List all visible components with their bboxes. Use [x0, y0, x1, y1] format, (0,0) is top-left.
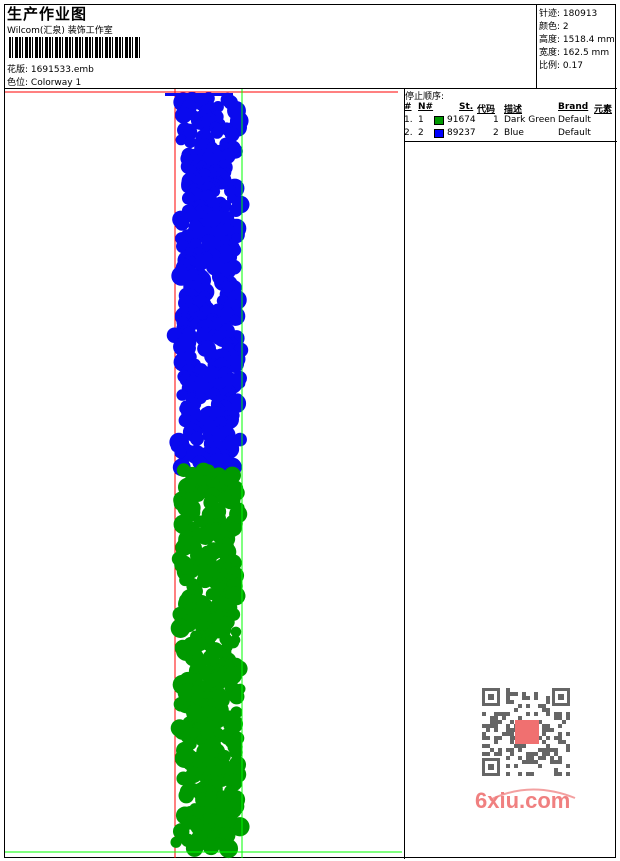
blue-stitch — [229, 314, 241, 326]
blue-stitch — [175, 106, 192, 124]
blue-stitch — [184, 136, 197, 149]
blue-stitch — [224, 126, 240, 142]
blue-stitch — [174, 216, 190, 231]
green-stitch — [218, 491, 233, 506]
green-stitch — [225, 587, 239, 601]
watermark-text: 6xiu.com — [475, 788, 571, 813]
table-divider — [404, 141, 617, 142]
table-row: 2. 2 89237 2 Blue Default — [404, 128, 591, 138]
green-stitch — [230, 626, 242, 638]
table-header: # N# St. 代码 描述 Brand 元素 — [404, 102, 613, 115]
blue-stitch — [189, 431, 205, 446]
green-stitch — [178, 787, 195, 804]
design-value: 1691533.emb — [30, 65, 94, 75]
qr-watermark: 6xiu.com — [470, 680, 585, 815]
green-stitch — [233, 820, 248, 835]
panel-divider — [404, 88, 405, 859]
stop-sequence-table: 停止顺序: # N# St. 代码 描述 Brand 元素 1. 1 91674… — [404, 89, 617, 141]
blue-stitch — [175, 134, 187, 146]
green-stitch — [218, 749, 231, 763]
info-divider — [536, 4, 537, 89]
blue-stitch — [229, 203, 243, 218]
green-stitch — [205, 588, 218, 601]
green-stitch — [228, 688, 245, 705]
colorway-value: Colorway 1 — [30, 78, 82, 88]
green-stitch — [196, 571, 214, 589]
design-label: 花版: — [7, 65, 29, 75]
blue-stitch — [210, 126, 224, 139]
table-title: 停止顺序: — [405, 92, 445, 102]
blue-stitch — [192, 253, 209, 271]
green-stitch — [170, 836, 182, 848]
green-stitch — [202, 838, 220, 856]
green-stitch — [229, 745, 243, 760]
page-frame — [4, 4, 616, 858]
green-stitch — [185, 839, 204, 857]
green-stitch — [177, 624, 189, 637]
barcode — [9, 37, 140, 58]
qr-code-icon — [482, 688, 576, 801]
top-bar-blue — [165, 93, 233, 96]
info-width: 宽度: 162.5 mm — [539, 48, 610, 58]
blue-stitch — [194, 119, 205, 130]
colorway-label: 色位: — [7, 78, 29, 88]
info-height: 高度: 1518.4 mm — [539, 35, 615, 45]
green-stitch — [176, 771, 191, 786]
green-stitch — [219, 839, 239, 859]
design-file: 花版: 1691533.emb — [7, 62, 94, 75]
company-name: Wilcom(汇泉) 装饰工作室 — [7, 26, 113, 36]
info-scale: 比例: 0.17 — [539, 61, 583, 71]
table-row: 1. 1 91674 1 Dark Green Default — [404, 115, 591, 125]
blue-stitch — [176, 389, 188, 401]
color-swatch — [434, 116, 444, 125]
green-stitch — [223, 666, 242, 685]
info-stitches: 针迹: 180913 — [539, 9, 598, 19]
info-colors: 颜色: 2 — [539, 22, 569, 32]
seal-icon — [515, 720, 539, 744]
blue-stitch — [174, 446, 187, 459]
blue-stitch — [181, 191, 196, 205]
colorway: 色位: Colorway 1 — [7, 75, 81, 88]
header-divider — [4, 88, 617, 89]
page-title: 生产作业图 — [7, 5, 88, 23]
color-swatch — [434, 129, 444, 138]
